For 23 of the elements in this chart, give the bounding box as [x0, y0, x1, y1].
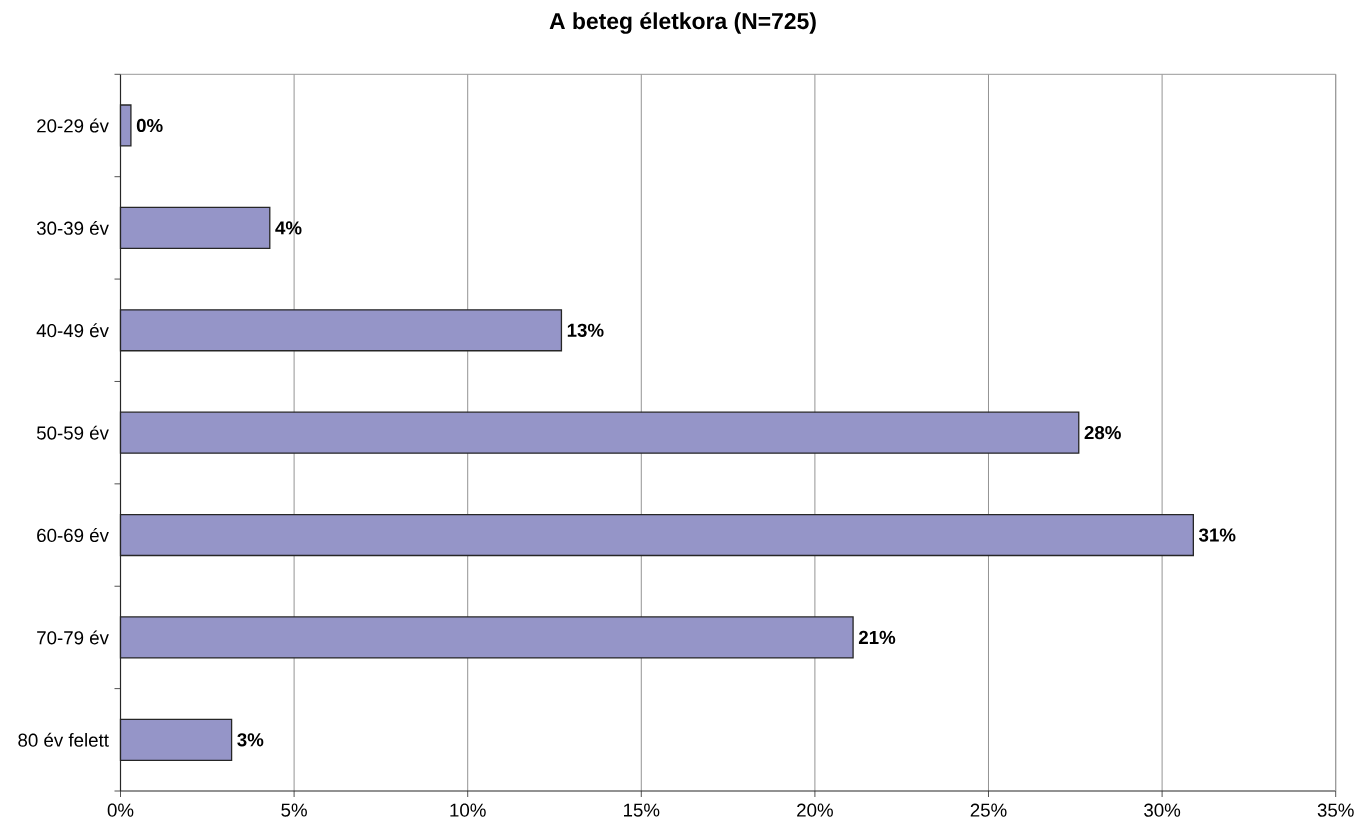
x-tick-label: 5%: [281, 803, 307, 817]
y-tick-label: 20-29 év: [37, 118, 109, 133]
y-tick-label: 80 év felett: [18, 732, 109, 747]
x-tick-label: 20%: [797, 803, 833, 817]
x-tick-label: 25%: [970, 803, 1007, 817]
y-tick-label: 70-79 év: [37, 630, 109, 645]
data-label: 13%: [567, 323, 604, 337]
data-label: 31%: [1198, 528, 1236, 542]
chart-title: A beteg életkora (N=725): [549, 12, 816, 34]
data-label: 0%: [136, 118, 163, 133]
data-label: 21%: [858, 630, 896, 645]
data-label: 28%: [1084, 426, 1121, 440]
x-tick-label: 15%: [624, 803, 660, 817]
y-tick-label: 30-39 év: [36, 220, 109, 235]
y-tick-label: 40-49 év: [36, 323, 109, 338]
x-tick-label: 35%: [1317, 803, 1354, 817]
data-label: 4%: [275, 221, 302, 235]
x-tick-label: 30%: [1144, 803, 1181, 817]
y-tick-label: 60-69 év: [37, 528, 109, 543]
y-tick-label: 50-59 év: [36, 425, 109, 440]
x-tick-label: 10%: [450, 803, 486, 817]
x-tick-label: 0%: [107, 803, 134, 817]
data-label: 3%: [237, 733, 264, 747]
